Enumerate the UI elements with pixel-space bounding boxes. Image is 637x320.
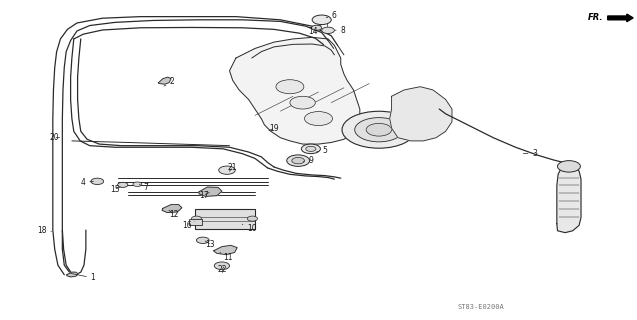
Text: 21: 21 (228, 164, 238, 172)
Text: 20: 20 (50, 133, 60, 142)
Circle shape (312, 15, 331, 25)
Text: 6: 6 (326, 11, 337, 20)
Text: 4: 4 (81, 178, 94, 187)
Polygon shape (199, 187, 222, 196)
Circle shape (304, 112, 333, 125)
Circle shape (276, 80, 304, 94)
Text: 22: 22 (217, 265, 227, 275)
Circle shape (311, 25, 322, 30)
Circle shape (306, 146, 316, 151)
Circle shape (133, 182, 142, 187)
Text: 9: 9 (303, 156, 313, 164)
Polygon shape (229, 37, 360, 144)
Circle shape (366, 123, 392, 136)
Text: FR.: FR. (588, 13, 603, 22)
Bar (194, 209, 255, 228)
Circle shape (292, 157, 304, 164)
Text: 2: 2 (164, 77, 175, 86)
Circle shape (287, 155, 310, 166)
Circle shape (342, 111, 416, 148)
Text: 13: 13 (205, 240, 215, 249)
Bar (189, 219, 201, 225)
Text: 7: 7 (140, 183, 148, 192)
Polygon shape (390, 87, 452, 141)
Text: 5: 5 (317, 146, 327, 155)
Polygon shape (159, 77, 171, 84)
Circle shape (214, 262, 229, 270)
Circle shape (301, 144, 320, 154)
Circle shape (91, 178, 104, 185)
Text: 3: 3 (523, 149, 537, 158)
Text: 8: 8 (335, 27, 345, 36)
Circle shape (290, 96, 315, 109)
Text: 15: 15 (110, 185, 120, 194)
Circle shape (196, 237, 209, 244)
Polygon shape (557, 165, 581, 233)
Text: 17: 17 (199, 190, 209, 200)
Text: ST83-E0200A: ST83-E0200A (457, 304, 504, 310)
Circle shape (218, 166, 235, 174)
Text: 16: 16 (182, 221, 194, 230)
Text: 19: 19 (269, 124, 279, 132)
Circle shape (322, 27, 334, 34)
Text: 11: 11 (220, 252, 233, 262)
Circle shape (247, 216, 257, 221)
Polygon shape (67, 272, 78, 277)
Text: 1: 1 (71, 273, 96, 282)
Polygon shape (162, 204, 182, 212)
Polygon shape (213, 245, 237, 255)
Text: 14: 14 (308, 28, 318, 36)
Text: 12: 12 (169, 210, 178, 219)
Circle shape (118, 182, 128, 188)
Circle shape (191, 216, 201, 221)
Circle shape (557, 161, 580, 172)
Polygon shape (608, 14, 633, 22)
Text: 18: 18 (37, 226, 52, 235)
Text: 10: 10 (242, 224, 257, 233)
Circle shape (355, 118, 403, 142)
